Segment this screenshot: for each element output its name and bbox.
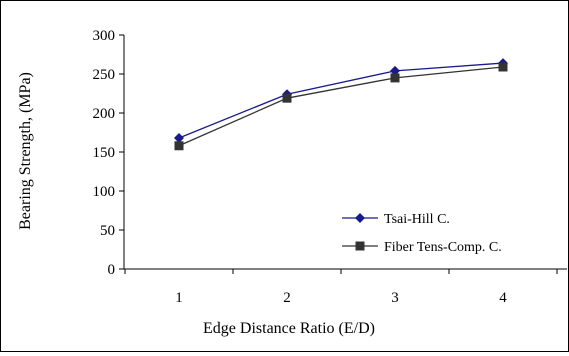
data-point-diamond <box>355 213 365 223</box>
series-1 <box>174 58 508 143</box>
line-chart: 0 50 100 150 200 250 300 1 2 3 4 Tsai-Hill C. Fiber… <box>17 28 567 337</box>
series-line <box>178 62 504 139</box>
y-tick-label: 150 <box>93 145 116 161</box>
series-2 <box>174 62 508 151</box>
y-tick-label: 300 <box>93 28 116 44</box>
legend-label: Fiber Tens-Comp. C. <box>384 240 502 255</box>
data-point-diamond <box>174 132 184 143</box>
y-tick-label: 250 <box>93 67 116 83</box>
data-point-square <box>174 141 184 151</box>
data-point-square <box>390 73 400 83</box>
y-tick-label: 200 <box>93 106 116 122</box>
y-tick-label: 50 <box>100 223 115 239</box>
y-tick-label: 100 <box>93 184 116 200</box>
x-tick-label: 1 <box>175 290 183 306</box>
series-line <box>178 66 504 147</box>
legend: Tsai-Hill C. Fiber Tens-Comp. C. <box>342 212 502 255</box>
x-tick-label: 4 <box>499 290 507 306</box>
axes: 0 50 100 150 200 250 300 1 2 3 4 <box>93 28 567 306</box>
x-tick-label: 3 <box>391 290 399 306</box>
data-point-square <box>355 241 365 251</box>
x-tick-label: 2 <box>283 290 291 306</box>
y-tick-label: 0 <box>108 262 116 278</box>
y-axis-label: Bearing Strength, (MPa) <box>17 72 34 230</box>
series-layer <box>174 58 508 151</box>
data-point-square <box>282 93 292 103</box>
x-axis-label: Edge Distance Ratio (E/D) <box>203 320 375 337</box>
data-point-square <box>498 62 508 72</box>
legend-label: Tsai-Hill C. <box>384 212 450 227</box>
data-point-diamond <box>390 65 400 76</box>
